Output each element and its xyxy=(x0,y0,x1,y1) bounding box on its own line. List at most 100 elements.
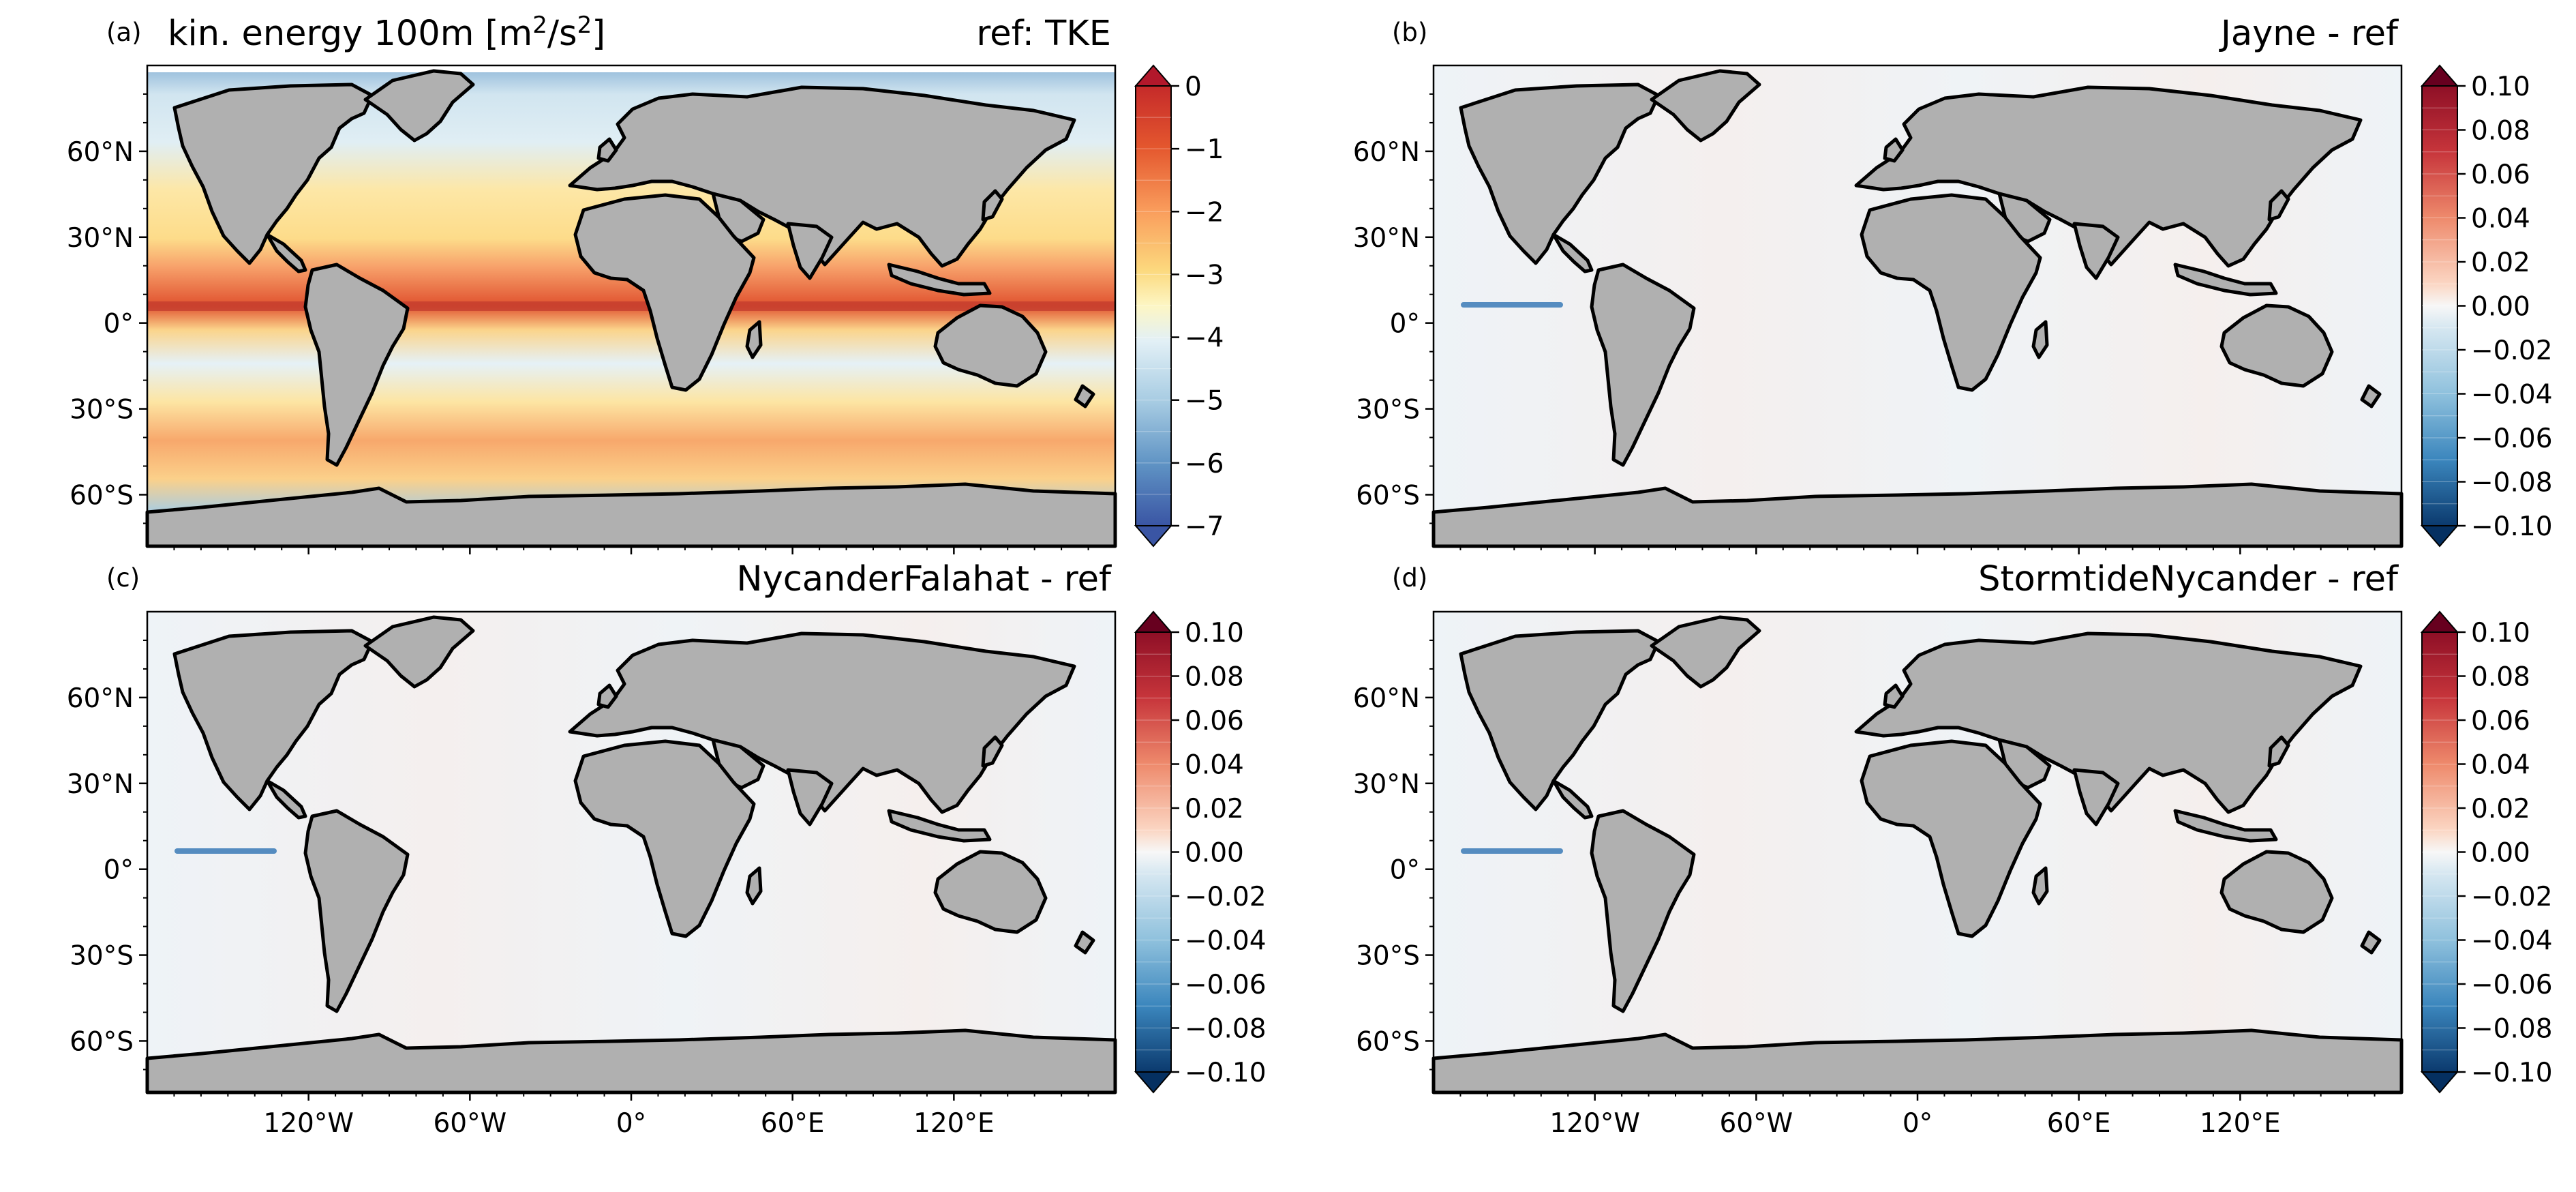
lat-tick-label: 0° xyxy=(1390,855,1420,886)
colorbar-max-extend-b xyxy=(2420,64,2459,87)
colorbar-tick-label: 0.02 xyxy=(2471,794,2530,824)
colorbar-bar-d xyxy=(2421,631,2458,1073)
lat-tick-label: 30°S xyxy=(70,941,134,972)
map-c xyxy=(147,610,1115,1092)
colorbar-tick-label: −0.10 xyxy=(1185,1058,1267,1088)
colorbar-tick-label: 0.02 xyxy=(1185,794,1244,824)
panel-b: (b) Jayne - ref xyxy=(1392,14,2401,546)
lat-tick-label: 60°N xyxy=(1353,137,1420,168)
colorbar-tick-label: 0.00 xyxy=(2471,838,2530,869)
colorbar-c: 0.10 0.08 0.06 0.04 0.02 0.00 −0.02 −0.04 −0.06 −… xyxy=(1134,610,1267,1094)
lon-tick-label: 60°E xyxy=(2047,1108,2111,1139)
panel-title-right-d: StormtideNycander - ref xyxy=(1978,559,2399,599)
colorbar-tick-label: 0.06 xyxy=(2471,160,2530,190)
map-b xyxy=(1434,64,2401,546)
lat-tick-label: 30°N xyxy=(1353,223,1420,254)
colorbar-tick-label: −0.06 xyxy=(1185,970,1267,1000)
colorbar-tick-label: −0.10 xyxy=(2471,511,2553,542)
panel-title-right-a: ref: TKE xyxy=(976,14,1111,54)
colorbar-tick-label: −0.02 xyxy=(2471,336,2553,366)
lon-tick-label: 60°W xyxy=(1719,1108,1793,1139)
colorbar-tick-label: −0.04 xyxy=(2471,926,2553,957)
equatorial-anomaly-c xyxy=(175,848,277,854)
lon-minor-ticks xyxy=(173,546,2376,1101)
panel-letter-a: (a) xyxy=(106,18,142,47)
lat-tick-label: 60°N xyxy=(67,683,134,714)
lon-tick-label: 120°W xyxy=(263,1108,354,1139)
colorbar-b: 0.10 0.08 0.06 0.04 0.02 0.00 −0.02 −0.04 −0.06 −… xyxy=(2420,64,2553,548)
lat-tick-label: 30°N xyxy=(67,769,134,800)
colorbar-tick-label: 0.08 xyxy=(2471,116,2530,147)
colorbar-d: 0.10 0.08 0.06 0.04 0.02 0.00 −0.02 −0.04 −0.06 −… xyxy=(2420,610,2553,1094)
panel-c: (c) NycanderFalahat - ref xyxy=(106,559,1115,1092)
colorbar-tick-label: 0.04 xyxy=(2471,750,2530,781)
lat-ticks-a: 60°N 30°N 0° 30°S 60°S xyxy=(67,93,147,524)
lat-tick-label: 30°N xyxy=(1353,769,1420,800)
lat-tick-label: 0° xyxy=(1390,309,1420,340)
lat-tick-label: 60°S xyxy=(70,480,134,511)
colorbar-tick-label: 0.06 xyxy=(2471,706,2530,736)
colorbar-tick-label: −6 xyxy=(1185,449,1224,479)
colorbar-tick-label: 0.04 xyxy=(2471,204,2530,235)
lat-tick-label: 0° xyxy=(104,309,134,340)
colorbar-tick-label: 0.08 xyxy=(1185,662,1244,693)
colorbar-tick-label: −0.02 xyxy=(2471,882,2553,912)
colorbar-tick-label: −0.06 xyxy=(2471,970,2553,1000)
colorbar-tick-label: −4 xyxy=(1185,323,1224,354)
colorbar-tick-label: −0.10 xyxy=(2471,1058,2553,1088)
map-d xyxy=(1434,610,2401,1092)
lat-tick-label: 0° xyxy=(104,855,134,886)
colorbar-tick-label: −0.02 xyxy=(1185,882,1267,912)
lon-tick-label: 60°E xyxy=(761,1108,825,1139)
lat-tick-label: 30°S xyxy=(1356,941,1420,972)
lon-ticks-c: 120°W 60°W 0° 60°E 120°E xyxy=(263,1108,994,1139)
colorbar-bar-c xyxy=(1135,631,1172,1073)
panel-title-right-b: Jayne - ref xyxy=(2219,14,2399,54)
colorbar-tick-label: −5 xyxy=(1185,386,1224,417)
panel-letter-d: (d) xyxy=(1392,563,1427,593)
colorbar-min-extend-b xyxy=(2420,525,2459,548)
panel-title-right-c: NycanderFalahat - ref xyxy=(736,559,1112,599)
lat-tick-label: 60°N xyxy=(1353,683,1420,714)
lat-tick-label: 30°S xyxy=(1356,395,1420,426)
panel-title-left-a: kin. energy 100m [m2/s2] xyxy=(168,12,605,54)
colorbar-ticks-c: 0.10 0.08 0.06 0.04 0.02 0.00 −0.02 −0.04 −0.06 −… xyxy=(1136,618,1267,1088)
equatorial-anomaly-b xyxy=(1461,302,1563,308)
colorbar-ticks-a: 0 −1 −2 −3 −4 −5 −6 −7 xyxy=(1136,72,1224,542)
lon-tick-label: 0° xyxy=(616,1108,646,1139)
colorbar-tick-label: −0.08 xyxy=(2471,1014,2553,1045)
lon-tick-label: 120°E xyxy=(2200,1108,2281,1139)
panel-d: (d) StormtideNycander - ref xyxy=(1392,559,2401,1092)
lat-tick-label: 60°S xyxy=(1356,1026,1420,1057)
colorbar-ticks-d: 0.10 0.08 0.06 0.04 0.02 0.00 −0.02 −0.04 −0.06 −… xyxy=(2422,618,2553,1088)
colorbar-tick-label: 0.10 xyxy=(2471,72,2530,102)
colorbar-tick-label: −7 xyxy=(1185,511,1224,542)
colorbar-min-extend-c xyxy=(1134,1071,1173,1094)
colorbar-tick-label: 0.08 xyxy=(2471,662,2530,693)
map-a xyxy=(147,64,1115,546)
colorbar-tick-label: −3 xyxy=(1185,260,1224,290)
colorbar-tick-label: 0.00 xyxy=(2471,292,2530,323)
colorbar-max-extend-d xyxy=(2420,610,2459,633)
colorbar-tick-label: 0.10 xyxy=(2471,618,2530,649)
lat-tick-label: 30°S xyxy=(70,395,134,426)
lat-tick-label: 60°S xyxy=(1356,480,1420,511)
polar-mask-north xyxy=(147,65,1115,72)
colorbar-min-extend-d xyxy=(2420,1071,2459,1094)
colorbar-max-extend-a xyxy=(1134,64,1173,87)
lat-tick-label: 60°S xyxy=(70,1026,134,1057)
colorbar-tick-label: 0.04 xyxy=(1185,750,1244,781)
colorbar-tick-label: −0.08 xyxy=(1185,1014,1267,1045)
colorbar-tick-label: 0.02 xyxy=(2471,248,2530,278)
colorbar-tick-label: −0.06 xyxy=(2471,423,2553,454)
colorbar-a: 0 −1 −2 −3 −4 −5 −6 −7 xyxy=(1134,64,1224,548)
lat-tick-label: 60°N xyxy=(67,137,134,168)
colorbar-min-extend-a xyxy=(1134,525,1173,548)
colorbar-tick-label: −1 xyxy=(1185,134,1224,165)
panel-a: (a) kin. energy 100m [m2/s2] ref: TKE xyxy=(106,12,1115,546)
colorbar-tick-label: −0.08 xyxy=(2471,468,2553,498)
colorbar-ticks-b: 0.10 0.08 0.06 0.04 0.02 0.00 −0.02 −0.04 −0.06 −… xyxy=(2422,72,2553,542)
lat-tick-label: 30°N xyxy=(67,223,134,254)
colorbar-tick-label: −0.04 xyxy=(2471,380,2553,411)
